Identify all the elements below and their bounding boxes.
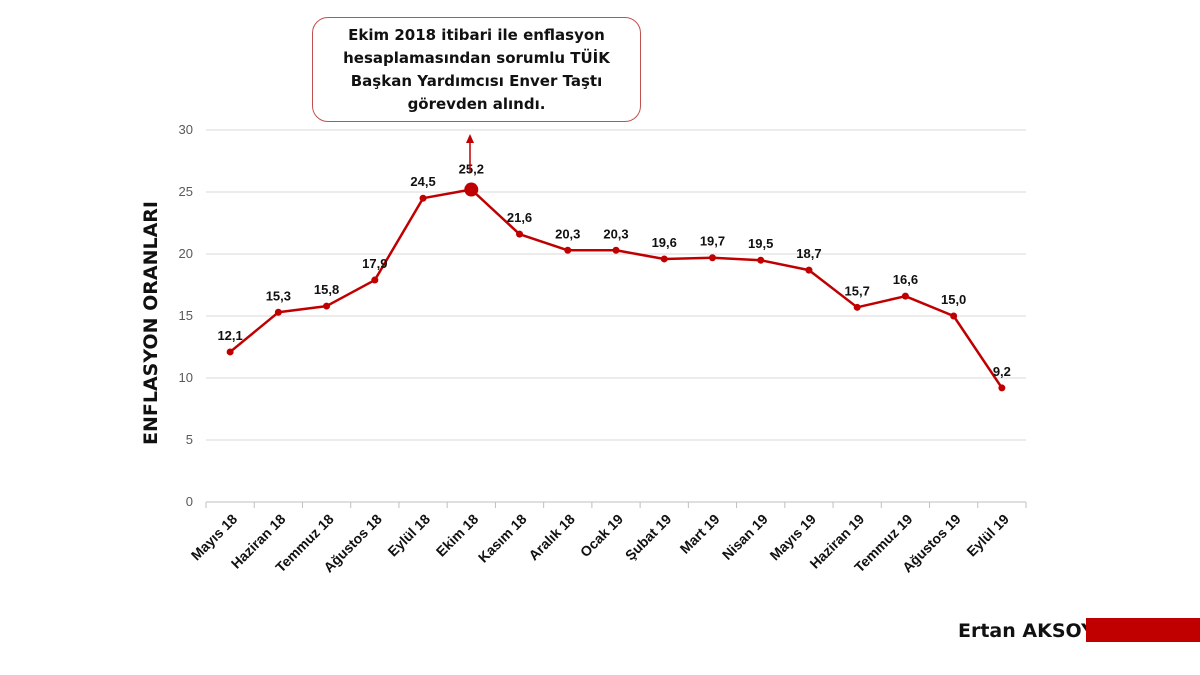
data-label: 15,3: [266, 288, 291, 303]
y-tick-label: 5: [186, 432, 193, 447]
highlighted-data-point: [464, 182, 479, 197]
data-label: 15,0: [941, 292, 966, 307]
data-point: [901, 292, 909, 300]
data-point: [419, 194, 427, 202]
data-label: 19,7: [700, 234, 725, 249]
data-label: 20,3: [555, 226, 580, 241]
x-tick-label: Eylül 18: [384, 511, 433, 560]
data-point: [564, 246, 572, 254]
callout-text: Ekim 2018 itibari ile enflasyon hesaplam…: [343, 25, 610, 113]
data-point: [516, 230, 524, 238]
data-label: 16,6: [893, 272, 918, 287]
x-tick-label: Aralık 18: [525, 511, 578, 564]
data-label: 15,8: [314, 282, 339, 297]
data-label: 17,9: [362, 256, 387, 271]
y-tick-label: 20: [179, 246, 193, 261]
author-name: Ertan AKSOY: [958, 620, 1095, 642]
y-tick-label: 30: [179, 122, 193, 137]
axes: [205, 501, 1027, 508]
inflation-series-line: [229, 188, 1003, 389]
data-label: 19,5: [748, 236, 773, 251]
y-tick-label: 25: [179, 184, 193, 199]
data-point: [612, 246, 620, 254]
data-point: [274, 308, 282, 316]
data-point: [226, 348, 234, 356]
data-point: [757, 256, 765, 264]
y-tick-label: 10: [179, 370, 193, 385]
data-label: 20,3: [603, 226, 628, 241]
x-tick-label: Ocak 19: [577, 511, 626, 560]
x-tick-label: Şubat 19: [622, 511, 675, 564]
x-tick-label: Eylül 19: [963, 511, 1012, 560]
data-label: 12,1: [217, 328, 242, 343]
data-point: [371, 276, 379, 284]
y-axis-title: ENFLASYON ORANLARI: [140, 201, 162, 445]
data-label: 19,6: [652, 235, 677, 250]
data-points: [226, 182, 1006, 392]
data-point: [708, 254, 716, 262]
x-tick-label: Nisan 19: [719, 511, 771, 563]
x-tick-label: Ekim 18: [433, 511, 482, 560]
x-tick-label: Kasım 18: [475, 511, 530, 566]
data-label: 18,7: [796, 246, 821, 261]
y-tick-labels: 0 5 10 15 20 25 30: [179, 122, 193, 509]
gridlines: [206, 129, 1026, 441]
x-tick-label: Mart 19: [677, 511, 723, 557]
data-label: 9,2: [993, 364, 1011, 379]
data-label: 21,6: [507, 210, 532, 225]
author-accent-bar: [1086, 618, 1200, 642]
data-label: 25,2: [459, 162, 484, 177]
y-tick-label: 15: [179, 308, 193, 323]
data-point: [805, 266, 813, 274]
data-point: [998, 384, 1006, 392]
data-labels: 12,1 15,3 15,8 17,9 24,5 25,2 21,6 20,3 20,3 19,6…: [217, 162, 1010, 379]
y-tick-label: 0: [186, 494, 193, 509]
data-point: [853, 303, 861, 311]
data-point: [323, 302, 331, 310]
callout-arrow-head-icon: [466, 134, 474, 143]
data-label: 15,7: [845, 283, 870, 298]
series-line: [229, 188, 1003, 389]
data-point: [660, 255, 668, 263]
annotation-callout: Ekim 2018 itibari ile enflasyon hesaplam…: [312, 17, 641, 122]
data-point: [950, 312, 958, 320]
data-label: 24,5: [410, 174, 435, 189]
